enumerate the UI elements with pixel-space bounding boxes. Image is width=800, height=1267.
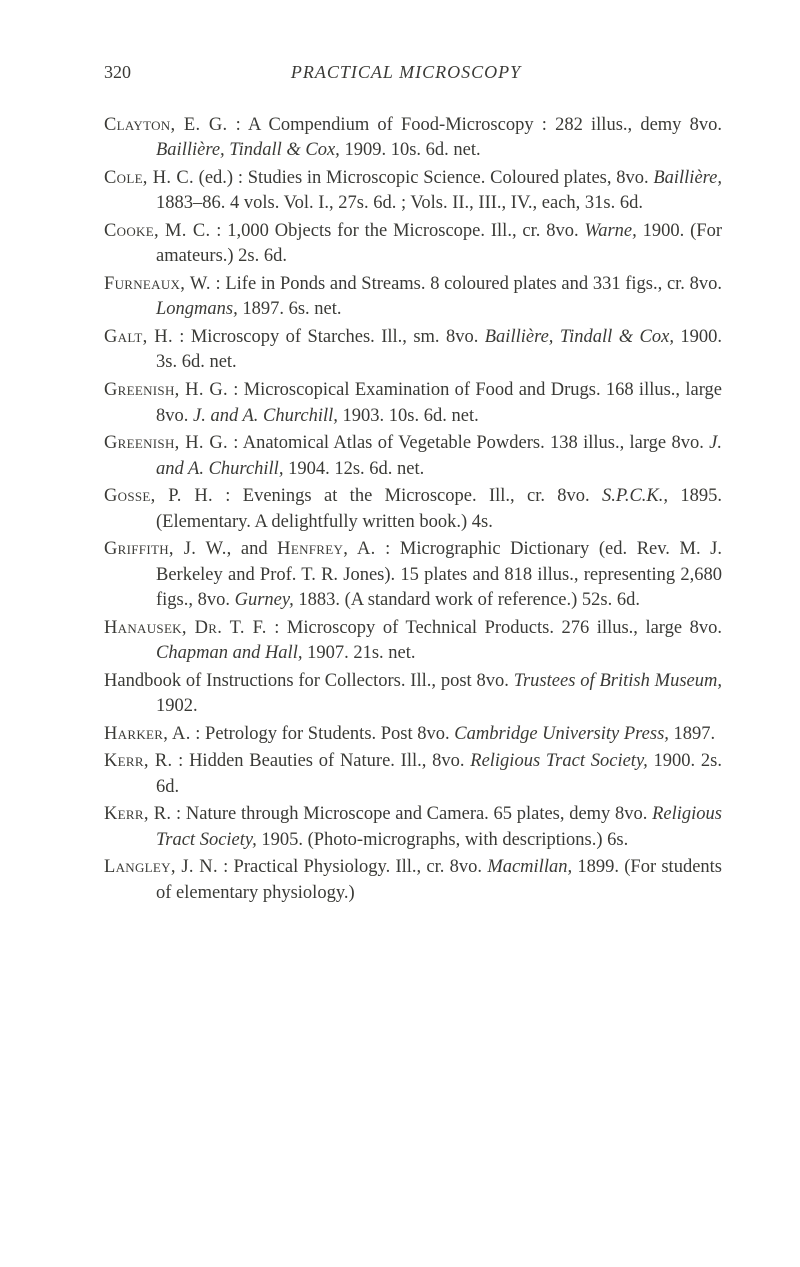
- entry-tail: 1909. 10s. 6d. net.: [340, 140, 481, 160]
- entry-text: : Petrology for Students. Post 8vo.: [191, 724, 455, 744]
- entry-author: Kerr, R.: [104, 751, 172, 771]
- entry-author: Cooke, M. C.: [104, 221, 210, 241]
- entry-author: Hanausek, Dr. T. F.: [104, 618, 267, 638]
- entry-author: Clayton, E. G.: [104, 115, 227, 135]
- running-title: PRACTICAL MICROSCOPY: [291, 60, 521, 85]
- entry-publisher: Chapman and Hall,: [156, 643, 302, 663]
- bibliography-entry: Hanausek, Dr. T. F. : Microscopy of Tech…: [104, 616, 722, 667]
- entry-text: : 1,000 Objects for the Microscope. Ill.…: [210, 221, 584, 241]
- entry-text: : A Compendium of Food-Microscopy : 282 …: [227, 115, 722, 135]
- entry-tail: 1883–86. 4 vols. Vol. I., 27s. 6d. ; Vol…: [156, 193, 643, 213]
- entry-author: Greenish, H. G.: [104, 433, 228, 453]
- bibliography-entry: Langley, J. N. : Practical Physiology. I…: [104, 855, 722, 906]
- entry-text: , and: [227, 539, 278, 559]
- bibliography-entry: Cole, H. C. (ed.) : Studies in Microscop…: [104, 166, 722, 217]
- bibliography-entry: Griffith, J. W., and Henfrey, A. : Micro…: [104, 537, 722, 614]
- entry-tail: 1902.: [156, 696, 198, 716]
- entry-publisher: Macmillan,: [487, 857, 572, 877]
- entry-text: : Practical Physiology. Ill., cr. 8vo.: [218, 857, 487, 877]
- entry-text: : Nature through Microscope and Camera. …: [171, 804, 652, 824]
- entry-publisher: Gurney,: [235, 590, 294, 610]
- entry-publisher: Cambridge University Press,: [454, 724, 669, 744]
- bibliography-entry: Greenish, H. G. : Anatomical Atlas of Ve…: [104, 431, 722, 482]
- entry-author: Kerr, R.: [104, 804, 171, 824]
- bibliography-entry: Kerr, R. : Hidden Beauties of Nature. Il…: [104, 749, 722, 800]
- entry-tail: 1905. (Photo-micrographs, with descripti…: [257, 830, 629, 850]
- entry-tail: 1903. 10s. 6d. net.: [338, 406, 479, 426]
- entry-author: Greenish, H. G.: [104, 380, 228, 400]
- entry-author: Henfrey, A.: [277, 539, 375, 559]
- entry-text: : Life in Ponds and Streams. 8 coloured …: [211, 274, 722, 294]
- entry-publisher: S.P.C.K.,: [602, 486, 668, 506]
- entry-text: : Microscopy of Starches. Ill., sm. 8vo.: [173, 327, 485, 347]
- entry-publisher: Baillière,: [653, 168, 722, 188]
- bibliography-entry: Harker, A. : Petrology for Students. Pos…: [104, 722, 722, 748]
- entry-publisher: Religious Tract Society,: [470, 751, 648, 771]
- bibliography-entry: Cooke, M. C. : 1,000 Objects for the Mic…: [104, 219, 722, 270]
- page-number: 320: [104, 60, 131, 85]
- entry-publisher: Longmans,: [156, 299, 238, 319]
- entry-text: : Hidden Beauties of Nature. Ill., 8vo.: [172, 751, 470, 771]
- entry-author: Harker, A.: [104, 724, 191, 744]
- entry-author: Galt, H.: [104, 327, 173, 347]
- bibliography-entry: Kerr, R. : Nature through Microscope and…: [104, 802, 722, 853]
- entry-tail: 1904. 12s. 6d. net.: [283, 459, 424, 479]
- entry-author: Cole, H. C.: [104, 168, 194, 188]
- entry-author: Furneaux, W.: [104, 274, 211, 294]
- entry-publisher: Warne,: [585, 221, 637, 241]
- entry-text: : Microscopy of Technical Products. 276 …: [267, 618, 722, 638]
- bibliography-entry: Greenish, H. G. : Microscopical Examinat…: [104, 378, 722, 429]
- entry-tail: 1883. (A standard work of reference.) 52…: [294, 590, 640, 610]
- entry-tail: 1897.: [669, 724, 715, 744]
- page: 320 PRACTICAL MICROSCOPY Clayton, E. G. …: [0, 0, 800, 1267]
- entry-tail: 1907. 21s. net.: [302, 643, 415, 663]
- entry-text: Handbook of Instructions for Collectors.…: [104, 671, 514, 691]
- entry-publisher: Baillière, Tindall & Cox,: [485, 327, 674, 347]
- page-header: 320 PRACTICAL MICROSCOPY: [104, 60, 722, 85]
- bibliography-entry: Gosse, P. H. : Evenings at the Microscop…: [104, 484, 722, 535]
- entry-publisher: J. and A. Churchill,: [193, 406, 338, 426]
- bibliography-entry: Galt, H. : Microscopy of Starches. Ill.,…: [104, 325, 722, 376]
- bibliography-entry: Furneaux, W. : Life in Ponds and Streams…: [104, 272, 722, 323]
- entry-author: Langley, J. N.: [104, 857, 218, 877]
- entry-publisher: Trustees of British Museum,: [514, 671, 722, 691]
- entry-author: Griffith, J. W.: [104, 539, 227, 559]
- entry-text: (ed.) : Studies in Microscopic Science. …: [194, 168, 653, 188]
- entry-tail: 1897. 6s. net.: [238, 299, 342, 319]
- entry-text: : Anatomical Atlas of Vegetable Powders.…: [228, 433, 709, 453]
- bibliography-entry: Handbook of Instructions for Collectors.…: [104, 669, 722, 720]
- entry-text: : Evenings at the Microscope. Ill., cr. …: [213, 486, 602, 506]
- bibliography-entry: Clayton, E. G. : A Compendium of Food-Mi…: [104, 113, 722, 164]
- entry-author: Gosse, P. H.: [104, 486, 213, 506]
- entry-publisher: Baillière, Tindall & Cox,: [156, 140, 340, 160]
